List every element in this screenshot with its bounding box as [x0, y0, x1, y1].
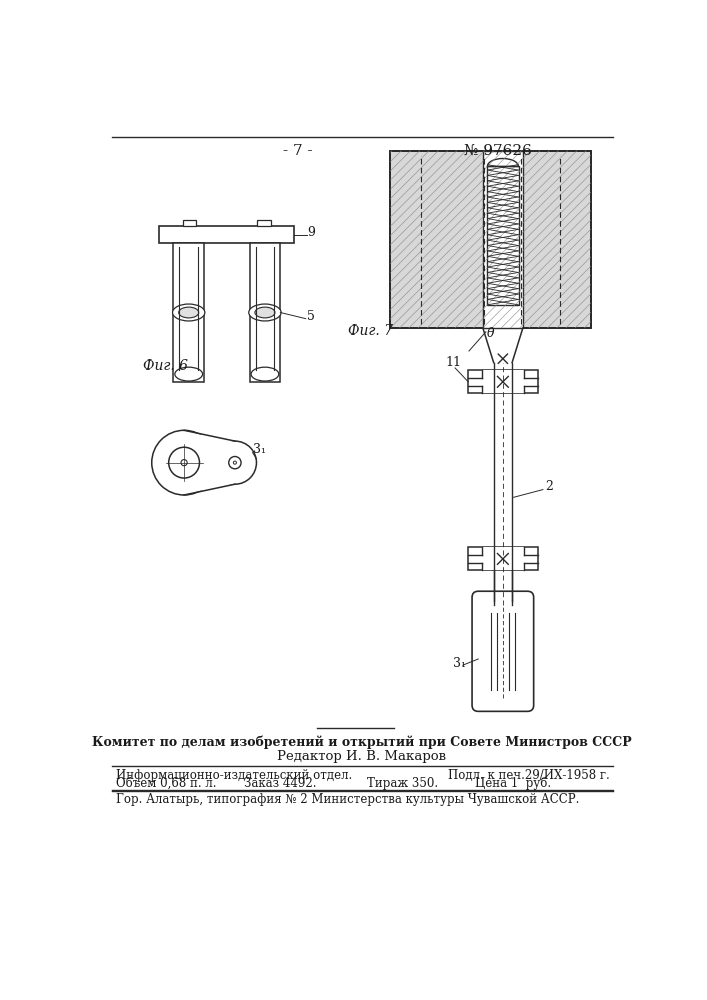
FancyBboxPatch shape	[472, 591, 534, 711]
Bar	[182, 220, 197, 226]
Bar	[468, 370, 537, 393]
Ellipse shape	[251, 367, 279, 381]
Circle shape	[181, 460, 187, 466]
Text: Подл. к печ.29/ИХ-1958 г.: Подл. к печ.29/ИХ-1958 г.	[448, 769, 610, 782]
Text: θ: θ	[486, 327, 494, 340]
Ellipse shape	[173, 304, 205, 321]
Text: Гор. Алатырь, типография № 2 Министерства культуры Чувашской АССР.: Гор. Алатырь, типография № 2 Министерств…	[115, 793, 579, 806]
Bar	[468, 547, 537, 570]
Polygon shape	[184, 431, 235, 494]
Circle shape	[169, 447, 199, 478]
Bar	[390, 151, 590, 328]
Text: Редактор И. В. Макаров: Редактор И. В. Макаров	[277, 750, 446, 763]
Circle shape	[152, 430, 216, 495]
Bar	[250, 243, 281, 382]
Ellipse shape	[179, 307, 199, 318]
Text: Цена 1  руб.: Цена 1 руб.	[475, 777, 551, 790]
Text: Комитет по делам изобретений и открытий при Совете Министров СССР: Комитет по делам изобретений и открытий …	[92, 735, 632, 749]
Circle shape	[229, 456, 241, 469]
Text: 3₁: 3₁	[452, 657, 466, 670]
Bar	[173, 243, 204, 382]
Bar	[483, 151, 523, 328]
Text: Фиг. 6: Фиг. 6	[143, 359, 187, 373]
Text: № 97626: № 97626	[464, 144, 532, 158]
Text: 2: 2	[545, 480, 553, 493]
Bar	[486, 166, 519, 305]
Text: 3₁: 3₁	[253, 443, 267, 456]
Bar	[257, 220, 271, 226]
Ellipse shape	[255, 307, 275, 318]
Bar	[482, 370, 524, 393]
Text: 5: 5	[308, 310, 315, 323]
Text: Тираж 350.: Тираж 350.	[368, 777, 438, 790]
Text: 9: 9	[308, 226, 315, 238]
Ellipse shape	[249, 304, 281, 321]
Text: 11: 11	[445, 356, 461, 369]
Bar	[482, 547, 524, 570]
Text: Фиг. 7: Фиг. 7	[348, 324, 393, 338]
Ellipse shape	[175, 367, 203, 381]
Text: Информационно-издательский отдел.: Информационно-издательский отдел.	[115, 769, 352, 782]
Bar	[160, 226, 294, 243]
Bar	[390, 151, 590, 328]
Text: Объем 0,68 п. л.: Объем 0,68 п. л.	[115, 777, 216, 790]
Circle shape	[214, 441, 257, 484]
Circle shape	[233, 461, 236, 464]
Text: - 7 -: - 7 -	[284, 144, 313, 158]
Text: Заказ 4492.: Заказ 4492.	[244, 777, 317, 790]
